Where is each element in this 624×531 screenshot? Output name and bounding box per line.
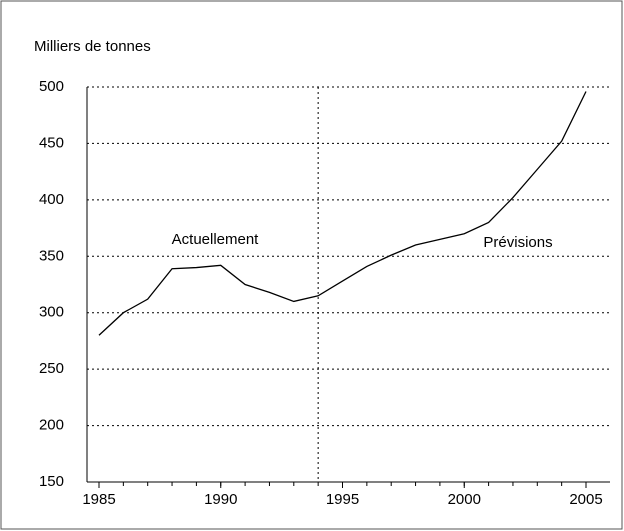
- annotation: Actuellement: [172, 231, 260, 248]
- y-tick-label: 350: [39, 247, 64, 264]
- annotation: Prévisions: [483, 234, 552, 251]
- y-tick-label: 400: [39, 191, 64, 208]
- y-axis-label: Milliers de tonnes: [34, 38, 151, 55]
- x-tick-label: 1985: [82, 491, 115, 508]
- x-tick-label: 2000: [448, 491, 481, 508]
- y-tick-label: 250: [39, 360, 64, 377]
- y-tick-label: 500: [39, 78, 64, 95]
- x-tick-label: 1995: [326, 491, 359, 508]
- y-tick-label: 150: [39, 473, 64, 490]
- x-tick-label: 1990: [204, 491, 237, 508]
- y-tick-label: 450: [39, 134, 64, 151]
- y-tick-label: 200: [39, 417, 64, 434]
- data-line: [98, 91, 587, 336]
- y-tick-label: 300: [39, 304, 64, 321]
- x-tick-label: 2005: [569, 491, 602, 508]
